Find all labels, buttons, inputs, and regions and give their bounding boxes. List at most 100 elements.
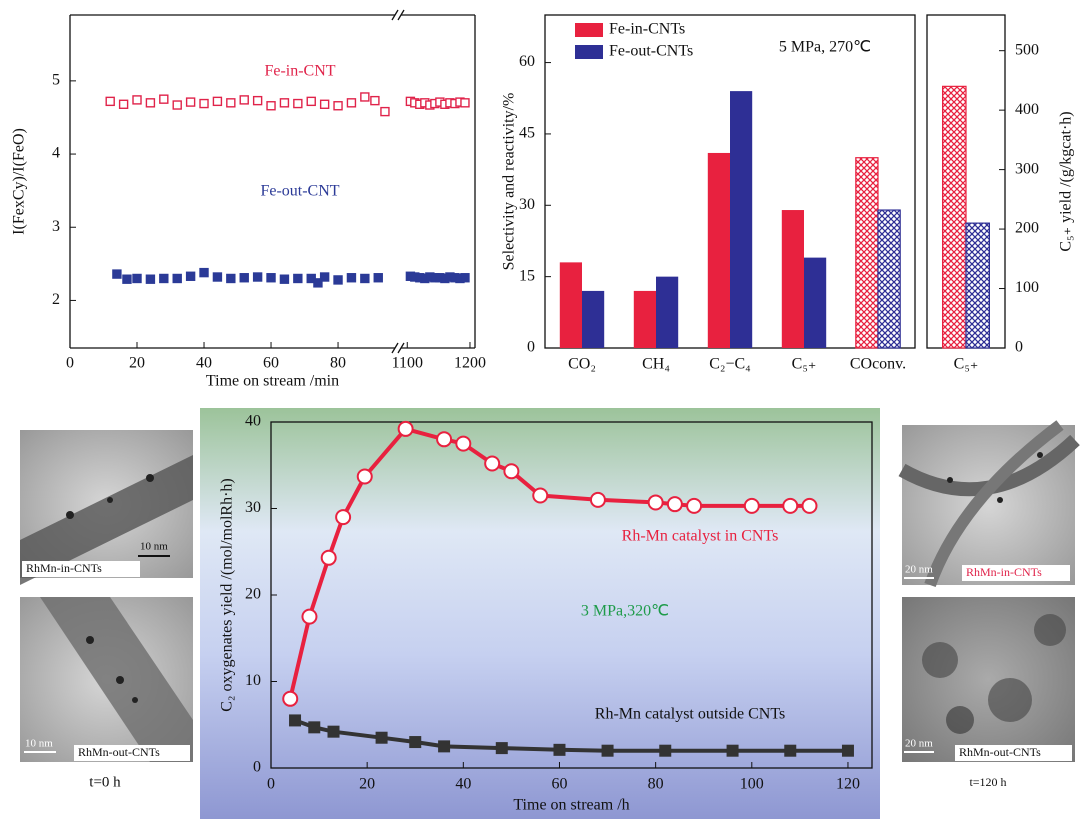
data-point (346, 98, 357, 108)
data-point (159, 273, 169, 284)
time-label: t=120 h (969, 775, 1006, 789)
axis-title: C₅₊ yield /(g/kgcat·h) (1058, 111, 1075, 251)
data-point (185, 97, 196, 107)
tem-image: RhMn-in-CNTs 10 nm (20, 430, 193, 585)
data-point (484, 455, 501, 472)
data-point (145, 274, 156, 284)
data-point (266, 101, 276, 111)
data-point (118, 99, 129, 109)
x-tick-label: 60 (263, 355, 279, 372)
data-point (172, 100, 182, 110)
data-point (532, 487, 549, 504)
x-tick-label: 0 (267, 776, 275, 793)
y-tick-label: 3 (52, 218, 60, 235)
data-point (172, 273, 182, 284)
data-point (495, 742, 508, 755)
x-tick-label: 80 (330, 355, 346, 372)
data-point (159, 94, 169, 104)
scale-bar-label: 10 nm (25, 738, 53, 750)
series-label: Fe-out-CNT (260, 183, 339, 200)
data-point (105, 96, 115, 107)
data-point (252, 272, 263, 282)
bar (582, 290, 605, 348)
series-label: Rh-Mn catalyst outside CNTs (595, 706, 785, 723)
x-tick-label: 40 (196, 355, 212, 372)
panel-background (200, 408, 880, 819)
y-tick-label: 100 (1015, 279, 1039, 296)
bar (781, 210, 804, 348)
data-point (373, 273, 383, 283)
data-point (279, 274, 290, 284)
data-point (333, 101, 343, 111)
scale-bar-label: 20 nm (905, 738, 933, 750)
axis-break (397, 9, 405, 21)
axis-break (391, 9, 399, 21)
y-tick-label: 45 (519, 125, 535, 142)
data-point (320, 549, 337, 566)
bar (855, 157, 879, 349)
bar (941, 85, 967, 349)
x-tick-label: CH₄ (642, 356, 670, 373)
data-point (397, 420, 414, 437)
data-point (279, 98, 290, 108)
data-point (601, 744, 614, 757)
legend-swatch (575, 23, 603, 37)
y-tick-label: 40 (245, 413, 261, 430)
data-point (185, 271, 196, 281)
data-point (647, 494, 664, 511)
data-point (409, 736, 422, 749)
axis-title: C₂ oxygenates yield /(mol/molRh·h) (219, 478, 236, 712)
image-caption: RhMn-in-CNTs (966, 565, 1042, 579)
data-point (122, 274, 132, 284)
bar (559, 262, 582, 348)
image-caption: RhMn-in-CNTs (26, 561, 102, 575)
data-point (726, 744, 739, 757)
data-point (356, 468, 373, 485)
series-label: Rh-Mn catalyst in CNTs (622, 528, 779, 545)
y-tick-label: 30 (519, 196, 535, 213)
data-point (212, 96, 223, 107)
data-point (503, 463, 520, 480)
y-tick-label: 2 (52, 291, 60, 308)
bar (730, 91, 753, 348)
data-point (346, 273, 357, 283)
data-point (145, 98, 156, 108)
data-point (289, 714, 302, 727)
x-tick-label: 40 (455, 776, 471, 793)
data-point (319, 99, 330, 109)
bar (707, 152, 730, 348)
data-point (370, 95, 380, 106)
y-tick-label: 300 (1015, 160, 1039, 177)
data-point (801, 497, 818, 514)
data-point (266, 273, 276, 283)
x-tick-label: COconv. (850, 356, 906, 373)
y-tick-label: 15 (519, 267, 535, 284)
data-point (112, 269, 122, 279)
x-tick-label: C₅₊ (954, 356, 979, 373)
image-caption: RhMn-out-CNTs (78, 745, 160, 759)
data-point (319, 272, 330, 282)
x-tick-label: C₅₊ (792, 356, 817, 373)
bar (633, 290, 656, 348)
axis-title: Selectivity and reactivity/% (501, 93, 518, 271)
x-tick-label: 0 (66, 355, 74, 372)
data-point (438, 740, 451, 753)
data-point (659, 744, 672, 757)
time-label: t=0 h (89, 774, 121, 790)
data-point (239, 273, 249, 283)
data-point (360, 273, 370, 284)
axis-break (391, 342, 399, 354)
axis-break (397, 342, 405, 354)
data-point (226, 98, 236, 108)
data-point (743, 497, 760, 514)
x-tick-label: 20 (359, 776, 375, 793)
data-point (313, 278, 323, 288)
bar (804, 257, 827, 348)
y-tick-label: 60 (519, 53, 535, 70)
data-point (784, 744, 797, 757)
y-tick-label: 0 (527, 339, 535, 356)
data-point (455, 435, 472, 452)
axis-title: I(FexCy)/I(FeO) (11, 128, 28, 235)
data-point (308, 721, 321, 734)
x-tick-label: 1200 (454, 355, 486, 372)
